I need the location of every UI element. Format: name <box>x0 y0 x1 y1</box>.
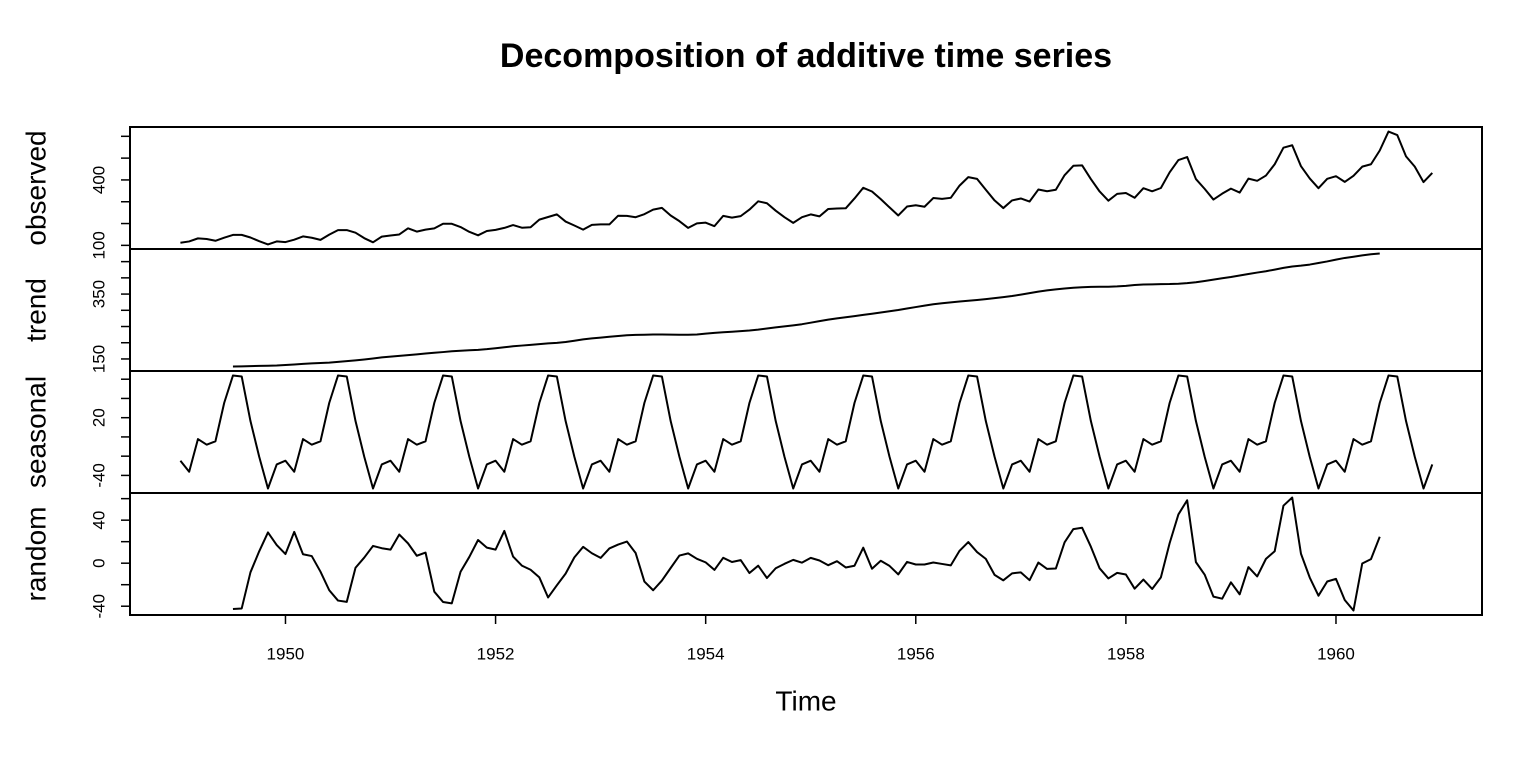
panel-label: seasonal <box>20 376 51 488</box>
y-tick-label: -40 <box>89 594 108 619</box>
y-tick-label: 0 <box>89 558 108 567</box>
panel-frame <box>129 492 1483 616</box>
panel-label: trend <box>20 278 51 342</box>
x-axis-label: Time <box>775 685 836 716</box>
y-tick-label: 40 <box>89 511 108 530</box>
panel-frame <box>129 126 1483 250</box>
x-tick-label: 1956 <box>897 644 935 663</box>
x-tick-label: 1950 <box>267 644 305 663</box>
x-tick-label: 1958 <box>1107 644 1145 663</box>
panel-label: observed <box>20 130 51 245</box>
y-tick-label: 150 <box>89 345 108 373</box>
series-line <box>232 252 1380 368</box>
y-tick-label: 350 <box>89 280 108 308</box>
y-tick-label: 400 <box>89 166 108 194</box>
panel-label: random <box>20 507 51 602</box>
series-line <box>179 374 1434 490</box>
x-tick-label: 1954 <box>687 644 725 663</box>
x-tick-label: 1952 <box>477 644 515 663</box>
y-tick-label: -40 <box>89 463 108 488</box>
series-line <box>180 130 1434 246</box>
chart-title: Decomposition of additive time series <box>500 37 1112 75</box>
y-tick-label: 100 <box>89 231 108 259</box>
panel-frame <box>129 248 1483 372</box>
x-tick-label: 1960 <box>1317 644 1355 663</box>
y-tick-label: 20 <box>89 408 108 427</box>
series-line <box>232 496 1381 612</box>
